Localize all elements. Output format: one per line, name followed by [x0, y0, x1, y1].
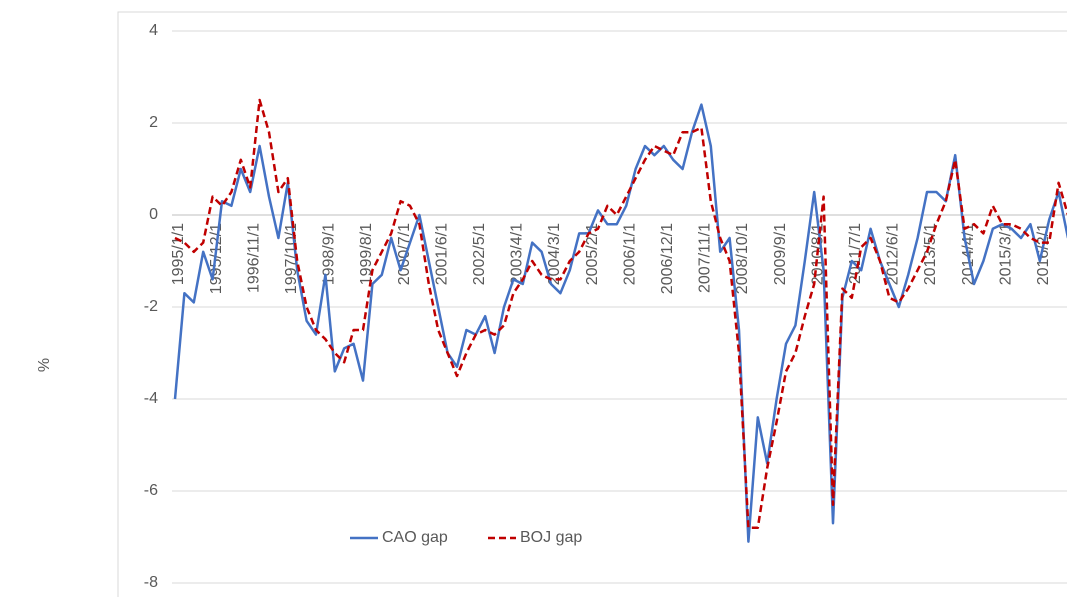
x-tick-label: 2012/6/1 — [885, 223, 902, 285]
line-series — [173, 103, 1067, 543]
x-tick-label: 2001/6/1 — [433, 223, 450, 285]
x-tick-label: 1999/8/1 — [358, 223, 375, 285]
y-axis-label: % — [36, 358, 53, 372]
x-tick-label: 1997/10/1 — [283, 223, 300, 294]
x-tick-label: 2000/7/1 — [396, 223, 413, 285]
x-tick-label: 2002/5/1 — [471, 223, 488, 285]
y-tick-label: 2 — [149, 114, 158, 131]
x-tick-label: 2009/9/1 — [772, 223, 789, 285]
x-tick-label: 2006/12/1 — [659, 223, 676, 294]
x-tick-label: 2007/11/1 — [697, 223, 714, 293]
x-tick-label: 2016/2/1 — [1035, 223, 1052, 285]
x-tick-label: 2008/10/1 — [734, 223, 751, 294]
x-tick-label: 2015/3/1 — [997, 223, 1014, 285]
x-tick-label: 1995/1/1 — [170, 223, 187, 285]
y-tick-label: 0 — [149, 206, 158, 223]
y-tick-label: -8 — [144, 574, 158, 591]
x-tick-label: 2004/3/1 — [546, 223, 563, 285]
x-tick-label: 1996/11/1 — [245, 223, 262, 293]
y-tick-label: 4 — [149, 22, 158, 39]
y-tick-label: -2 — [144, 298, 158, 315]
x-tick-label: 2006/1/1 — [621, 223, 638, 285]
y-tick-label: -4 — [144, 390, 158, 407]
legend-label: CAO gap — [382, 529, 448, 546]
chart-border — [117, 11, 1067, 597]
line-series — [174, 98, 1067, 530]
x-tick-label: 2013/5/1 — [922, 223, 939, 285]
y-tick-label: -6 — [144, 482, 158, 499]
legend-label: BOJ gap — [520, 529, 582, 546]
x-tick-label: 2005/2/1 — [584, 223, 601, 285]
x-tick-label: 1998/9/1 — [321, 223, 338, 285]
x-tick-label: 2003/4/1 — [509, 223, 526, 285]
